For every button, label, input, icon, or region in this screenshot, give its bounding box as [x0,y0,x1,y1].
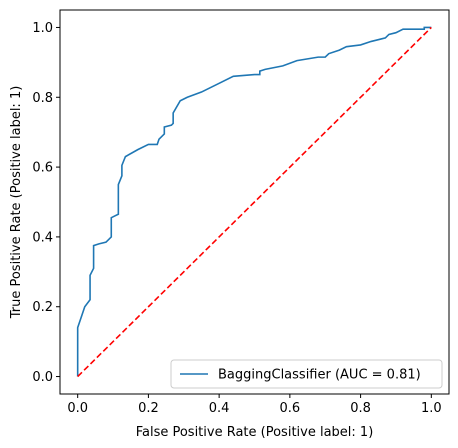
y-tick-label: 1.0 [32,21,53,36]
y-tick-label: 0.8 [32,91,53,106]
y-tick-label: 0.2 [32,300,53,315]
x-axis-ticks: 0.0 0.2 0.4 0.6 0.8 1.0 [67,394,442,416]
chance-level-line [77,26,432,378]
y-tick-label: 0.4 [32,230,53,245]
y-axis-ticks: 0.0 0.2 0.4 0.6 0.8 1.0 [32,21,60,385]
x-tick-label: 0.0 [67,401,88,416]
x-tick-label: 0.6 [280,401,301,416]
legend: BaggingClassifier (AUC = 0.81) [170,359,443,389]
roc-curve-line [76,26,432,377]
plot-area [59,9,450,395]
x-tick-label: 0.4 [209,401,230,416]
x-tick-label: 0.2 [138,401,159,416]
axes-frame [59,9,450,395]
y-tick-label: 0.6 [32,161,53,176]
x-tick-label: 0.8 [350,401,371,416]
y-tick-label: 0.0 [32,370,53,385]
x-tick-label: 1.0 [421,401,442,416]
x-axis-label: False Positive Rate (Positive label: 1) [136,425,374,440]
y-axis-label: True Positive Rate (Positive label: 1) [9,86,24,320]
legend-label: BaggingClassifier (AUC = 0.81) [218,368,421,383]
legend-box [170,359,443,389]
